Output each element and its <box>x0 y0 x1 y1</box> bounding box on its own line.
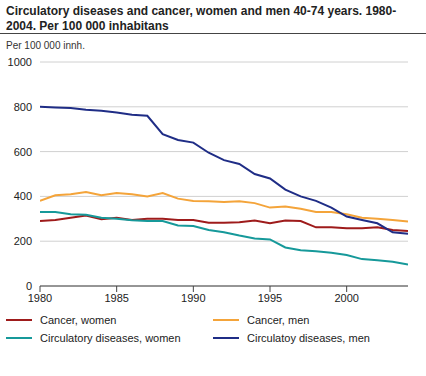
svg-text:600: 600 <box>14 146 32 158</box>
svg-text:1000: 1000 <box>8 56 32 68</box>
svg-text:2000: 2000 <box>334 292 358 304</box>
svg-text:0: 0 <box>26 280 32 292</box>
svg-text:1985: 1985 <box>104 292 128 304</box>
html-text:Circulatoy diseases, men: Circulatoy diseases, men <box>247 332 370 344</box>
svg-text:1990: 1990 <box>181 292 205 304</box>
svg-text:1980: 1980 <box>28 292 52 304</box>
svg-text:1995: 1995 <box>258 292 282 304</box>
html-text:Cancer, women: Cancer, women <box>40 314 117 326</box>
html-text:Circulatory diseases and cance: Circulatory diseases and cancer, women a… <box>6 4 397 33</box>
html-text:Circulatory diseases, women: Circulatory diseases, women <box>40 332 181 344</box>
html-text:Cancer, men: Cancer, men <box>247 314 310 326</box>
svg-text:400: 400 <box>14 190 32 202</box>
svg-text:200: 200 <box>14 235 32 247</box>
html-text:Per 100 000 innh.: Per 100 000 innh. <box>6 40 85 51</box>
svg-text:800: 800 <box>14 101 32 113</box>
